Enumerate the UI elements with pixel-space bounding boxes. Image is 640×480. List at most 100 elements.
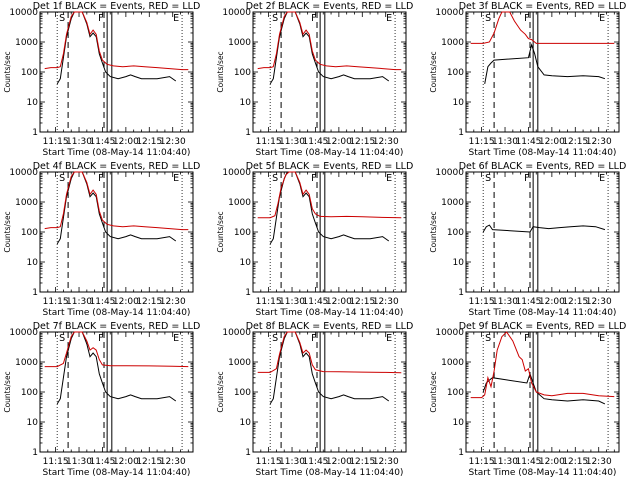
x-tick-label: 11:15	[469, 137, 495, 147]
y-tick-label: 10000	[222, 8, 251, 18]
flag-label-f: F	[311, 173, 316, 184]
y-axis-label: Counts/sec	[429, 211, 438, 252]
x-axis-label: Start Time (08-May-14 11:04:40)	[256, 468, 404, 478]
y-axis-label: Counts/sec	[216, 51, 225, 92]
detector-panel-5: Det 5f BLACK = Events, RED = LLD 1 10 100 10…	[216, 161, 413, 318]
x-tick-label: 12:00	[113, 137, 139, 147]
y-tick-label: 1000	[15, 198, 38, 208]
x-tick-label: 11:30	[66, 297, 92, 307]
x-tick-label: 11:15	[43, 297, 69, 307]
x-tick-label: 11:45	[515, 137, 541, 147]
y-tick-label: 10000	[9, 168, 38, 178]
x-tick-label: 11:15	[256, 137, 282, 147]
flag-label-f: F	[524, 13, 529, 24]
y-tick-label: 100	[447, 68, 464, 78]
series-line-lld	[257, 331, 402, 374]
x-tick-label: 11:15	[469, 457, 495, 467]
x-tick-label: 11:15	[469, 297, 495, 307]
x-tick-label: 11:30	[66, 137, 92, 147]
x-axis-label: Start Time (08-May-14 11:04:40)	[256, 148, 404, 158]
x-tick-label: 11:30	[492, 297, 518, 307]
x-tick-label: 12:15	[136, 457, 162, 467]
flag-label-s: S	[59, 333, 65, 344]
detector-panel-2: Det 2f BLACK = Events, RED = LLD 1 10 100 10…	[216, 1, 413, 158]
flag-label-f: F	[98, 173, 103, 184]
x-tick-label: 11:15	[256, 457, 282, 467]
detector-panel-4: Det 4f BLACK = Events, RED = LLD 1 10 100 10…	[3, 161, 200, 318]
y-tick-label: 1	[245, 288, 251, 298]
panel-title: Det 5f BLACK = Events, RED = LLD	[246, 161, 414, 172]
series-line-lld	[470, 11, 615, 44]
x-tick-label: 12:15	[136, 137, 162, 147]
y-tick-label: 10000	[9, 8, 38, 18]
x-tick-label: 12:30	[160, 137, 186, 147]
y-tick-label: 1	[245, 448, 251, 458]
flag-label-f: F	[524, 333, 529, 344]
y-tick-label: 10000	[435, 328, 464, 338]
x-tick-label: 11:45	[89, 297, 115, 307]
y-tick-label: 10	[240, 98, 252, 108]
x-tick-label: 12:00	[326, 457, 352, 467]
x-axis-label: Start Time (08-May-14 11:04:40)	[469, 468, 617, 478]
x-tick-label: 12:00	[539, 297, 565, 307]
panel-title: Det 1f BLACK = Events, RED = LLD	[33, 1, 201, 12]
x-tick-label: 11:45	[302, 137, 328, 147]
y-tick-label: 1000	[441, 198, 464, 208]
series-line-lld	[44, 171, 189, 231]
x-tick-label: 12:30	[160, 297, 186, 307]
y-tick-label: 1000	[15, 38, 38, 48]
flag-label-s: S	[59, 13, 65, 24]
flag-label-s: S	[485, 333, 491, 344]
series-line-events	[269, 331, 390, 405]
y-axis-label: Counts/sec	[3, 51, 12, 92]
x-tick-label: 11:30	[492, 457, 518, 467]
panel-title: Det 4f BLACK = Events, RED = LLD	[33, 161, 201, 172]
x-tick-label: 12:30	[373, 297, 399, 307]
x-tick-label: 12:30	[160, 457, 186, 467]
x-tick-label: 11:45	[302, 297, 328, 307]
series-line-events	[56, 331, 177, 405]
y-tick-label: 100	[21, 228, 38, 238]
y-axis-label: Counts/sec	[216, 211, 225, 252]
y-tick-label: 10	[27, 98, 39, 108]
panel-title: Det 7f BLACK = Events, RED = LLD	[33, 321, 201, 332]
plot-frame	[252, 11, 407, 133]
plot-frame	[39, 331, 194, 453]
series-line-events	[482, 372, 606, 405]
x-tick-label: 12:15	[562, 137, 588, 147]
series-line-lld	[470, 331, 615, 399]
panel-title: Det 8f BLACK = Events, RED = LLD	[246, 321, 414, 332]
x-tick-label: 12:00	[113, 457, 139, 467]
y-tick-label: 1000	[228, 38, 251, 48]
detector-panel-1: Det 1f BLACK = Events, RED = LLD 1 10 100 10…	[3, 1, 200, 158]
plot-frame	[252, 171, 407, 293]
flag-label-f: F	[98, 333, 103, 344]
y-tick-label: 10000	[435, 8, 464, 18]
flag-label-e: E	[386, 333, 392, 344]
x-tick-label: 11:30	[492, 137, 518, 147]
flag-label-f: F	[311, 333, 316, 344]
y-tick-label: 1	[32, 128, 38, 138]
y-tick-label: 1	[458, 128, 464, 138]
flag-label-e: E	[386, 13, 392, 24]
flag-label-f: F	[524, 173, 529, 184]
series-line-lld	[257, 171, 402, 219]
x-tick-label: 12:15	[349, 457, 375, 467]
x-axis-label: Start Time (08-May-14 11:04:40)	[43, 468, 191, 478]
y-tick-label: 10	[453, 258, 465, 268]
x-tick-label: 11:30	[279, 137, 305, 147]
flag-label-f: F	[311, 13, 316, 24]
plot-frame	[39, 11, 194, 133]
y-tick-label: 100	[447, 388, 464, 398]
x-tick-label: 11:45	[89, 457, 115, 467]
x-tick-label: 12:00	[539, 137, 565, 147]
y-tick-label: 10	[453, 98, 465, 108]
flag-label-e: E	[173, 333, 179, 344]
flag-label-s: S	[272, 173, 278, 184]
x-tick-label: 11:15	[43, 137, 69, 147]
flag-label-s: S	[59, 173, 65, 184]
y-tick-label: 100	[21, 388, 38, 398]
y-tick-label: 100	[234, 68, 251, 78]
y-tick-label: 1000	[15, 358, 38, 368]
y-tick-label: 10000	[222, 168, 251, 178]
